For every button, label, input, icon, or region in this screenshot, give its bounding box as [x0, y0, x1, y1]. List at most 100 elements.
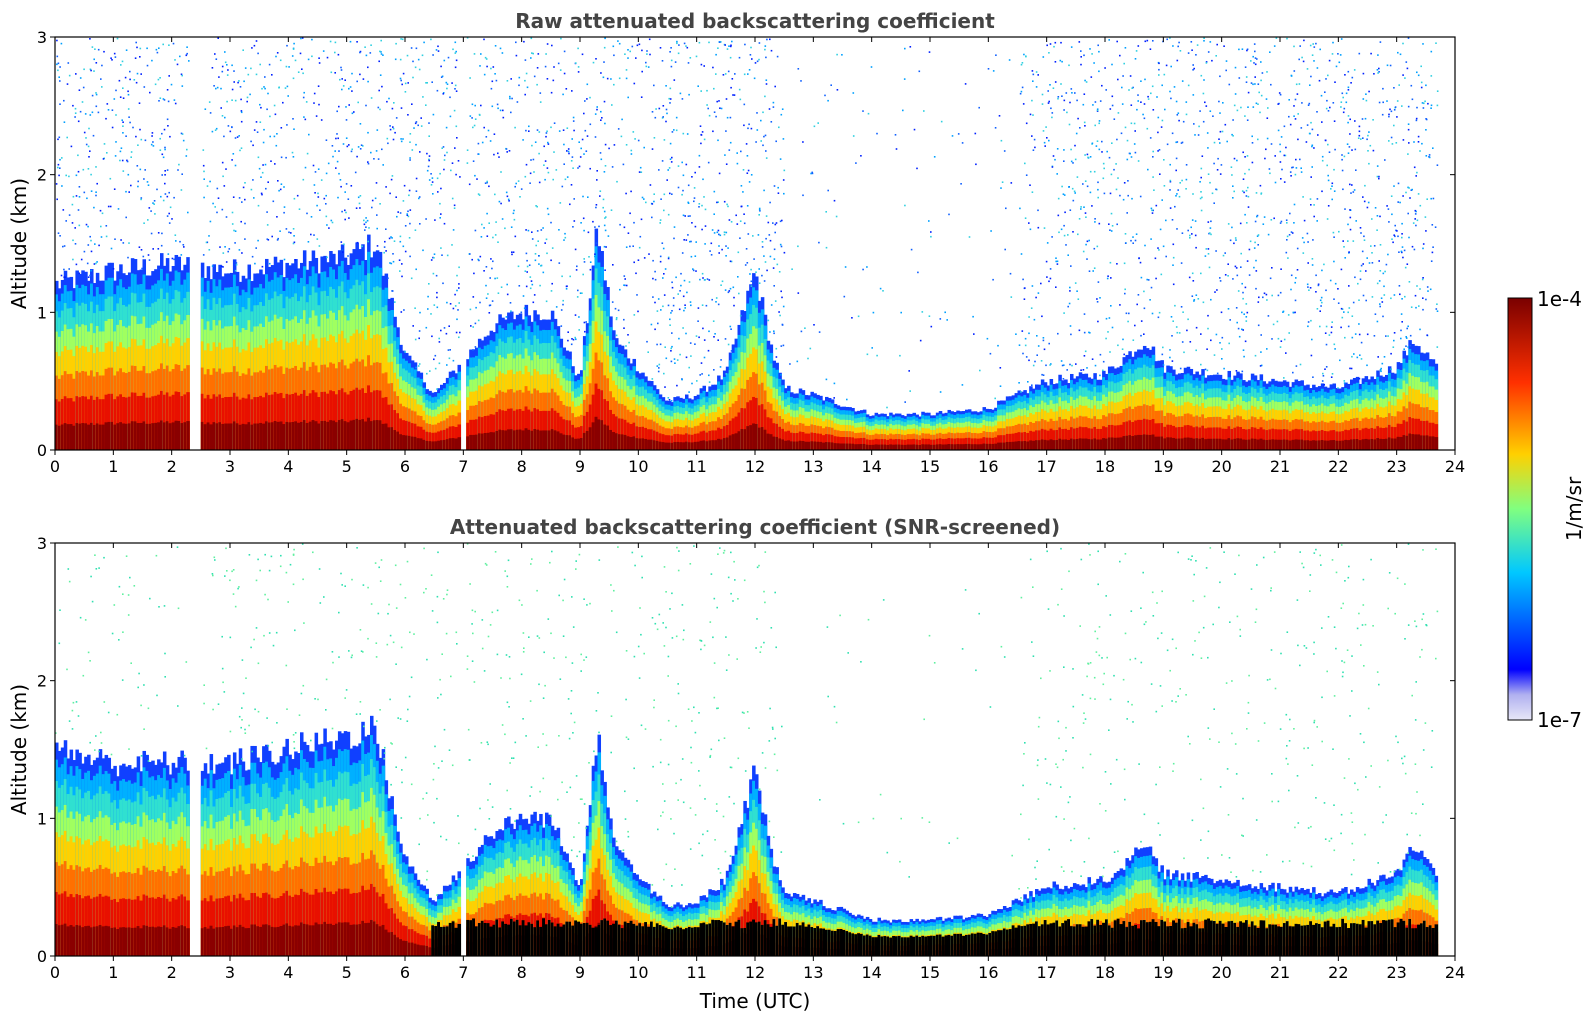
noise-pixel	[481, 223, 483, 226]
noise-pixel	[1080, 50, 1082, 52]
noise-pixel	[545, 135, 547, 138]
profile-band	[813, 441, 817, 450]
profile-band	[1370, 427, 1374, 450]
noise-pixel	[876, 132, 878, 135]
noise-pixel	[1048, 280, 1050, 283]
noise-pixel	[763, 255, 765, 257]
noise-pixel	[656, 343, 658, 346]
profile-band	[1099, 439, 1103, 450]
noise-pixel	[650, 323, 653, 326]
profile-band	[906, 444, 911, 450]
noise-pixel	[446, 364, 448, 366]
profile-band	[305, 395, 310, 450]
noise-pixel	[1279, 93, 1282, 96]
noise-pixel	[488, 222, 490, 224]
noise-pixel	[167, 125, 169, 127]
noise-pixel	[702, 277, 704, 279]
profile-band	[1093, 438, 1097, 450]
noise-pixel	[213, 85, 215, 87]
noise-pixel	[717, 229, 720, 232]
profile-band	[1285, 439, 1290, 450]
noise-pixel	[1294, 311, 1296, 314]
noise-pixel	[1296, 247, 1299, 250]
profile-band	[1017, 441, 1022, 450]
profile-band	[504, 410, 508, 450]
noise-pixel	[1347, 86, 1350, 89]
profile-band	[825, 434, 829, 450]
profile-band	[107, 421, 112, 450]
noise-pixel	[1175, 326, 1178, 328]
noise-pixel	[604, 269, 606, 271]
noise-pixel	[1147, 98, 1150, 100]
profile-band	[1183, 425, 1188, 450]
noise-pixel	[454, 147, 456, 149]
noise-pixel	[294, 59, 297, 62]
noise-pixel	[939, 318, 942, 320]
noise-pixel	[1367, 150, 1369, 152]
noise-pixel	[1091, 53, 1093, 55]
noise-pixel	[536, 205, 538, 208]
profile-band	[927, 438, 931, 450]
noise-pixel	[1240, 266, 1242, 268]
profile-band	[1113, 437, 1118, 450]
profile-band	[1422, 435, 1427, 450]
profile-band	[568, 420, 572, 450]
profile-band	[448, 438, 453, 450]
noise-pixel	[1365, 93, 1367, 95]
noise-pixel	[1182, 311, 1184, 313]
noise-pixel	[497, 152, 499, 155]
profile-band	[941, 444, 946, 450]
profile-band	[302, 420, 307, 450]
profile-band	[1393, 427, 1398, 450]
profile-band	[580, 438, 584, 450]
noise-pixel	[1352, 240, 1355, 242]
noise-pixel	[202, 254, 205, 256]
noise-pixel	[763, 280, 766, 282]
noise-pixel	[291, 151, 294, 154]
noise-pixel	[477, 319, 480, 322]
profile-band	[489, 432, 494, 450]
noise-pixel	[1110, 212, 1113, 215]
noise-pixel	[604, 37, 606, 40]
noise-pixel	[1371, 218, 1373, 220]
profile-band	[743, 429, 747, 450]
noise-pixel	[695, 241, 697, 243]
profile-band	[967, 443, 972, 450]
profile-band	[874, 438, 879, 450]
profile-band	[1107, 437, 1112, 450]
noise-pixel	[1061, 185, 1063, 188]
noise-pixel	[1080, 206, 1082, 208]
noise-pixel	[401, 38, 404, 41]
noise-pixel	[599, 190, 602, 192]
profile-band	[752, 423, 756, 450]
noise-pixel	[242, 49, 244, 51]
noise-pixel	[1210, 220, 1212, 223]
noise-pixel	[1436, 310, 1439, 312]
noise-pixel	[957, 133, 960, 135]
profile-band	[1084, 438, 1089, 450]
profile-band	[186, 421, 190, 450]
noise-pixel	[59, 167, 61, 169]
noise-pixel	[1173, 86, 1176, 88]
noise-pixel	[1270, 219, 1273, 221]
profile-band	[1064, 428, 1068, 450]
profile-band	[355, 418, 359, 450]
noise-pixel	[493, 133, 496, 135]
profile-band	[784, 440, 788, 450]
noise-pixel	[1028, 359, 1030, 362]
profile-band	[480, 433, 485, 450]
noise-pixel	[161, 174, 163, 176]
noise-pixel	[1085, 81, 1088, 83]
profile-band	[431, 432, 435, 450]
noise-pixel	[1262, 296, 1264, 299]
noise-pixel	[1359, 354, 1361, 356]
noise-pixel	[1035, 71, 1038, 73]
profile-band	[900, 444, 905, 450]
noise-pixel	[246, 96, 249, 99]
profile-band	[332, 420, 336, 450]
noise-pixel	[1186, 329, 1188, 332]
noise-pixel	[515, 54, 518, 57]
profile-band	[1026, 441, 1030, 450]
noise-pixel	[539, 101, 542, 103]
noise-pixel	[1349, 118, 1351, 121]
